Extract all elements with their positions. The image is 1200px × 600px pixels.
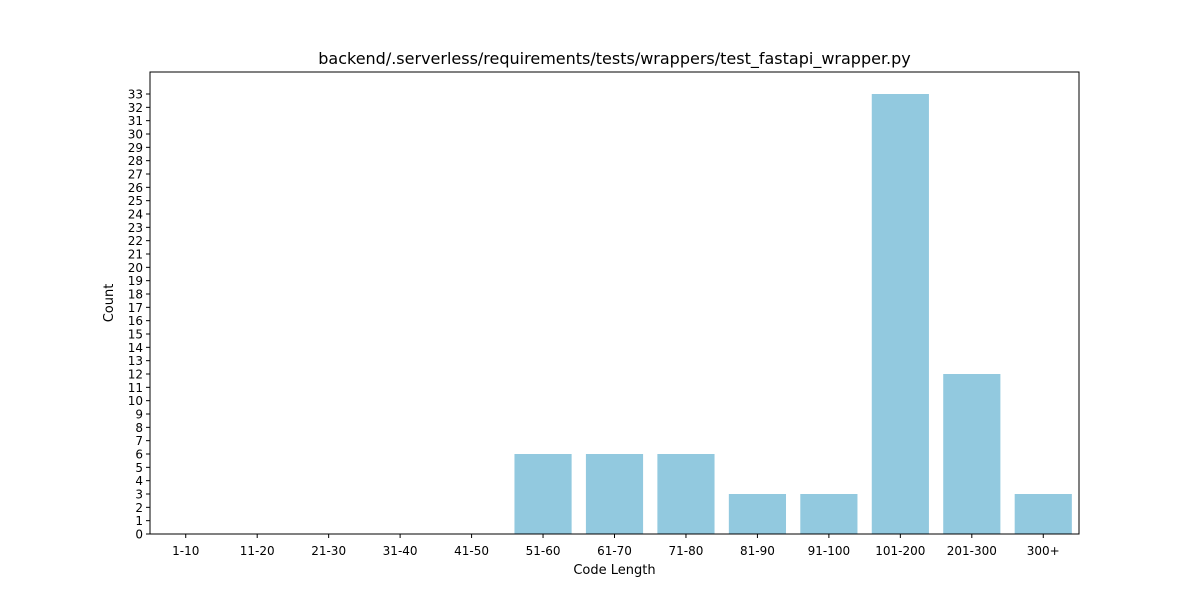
y-axis: 0123456789101112131415161718192021222324…: [128, 88, 150, 542]
y-tick-label: 26: [128, 181, 143, 195]
x-axis-label: Code Length: [573, 563, 655, 578]
chart-title: backend/.serverless/requirements/tests/w…: [318, 49, 911, 69]
x-tick-label: 201-300: [947, 544, 997, 558]
y-tick-label: 12: [128, 368, 143, 382]
y-tick-label: 2: [135, 501, 143, 515]
x-axis: 1-10 11-20 21-30 31-40 41-50 51-60 61-70 71-80 8…: [172, 534, 1060, 558]
y-tick-label: 27: [128, 168, 143, 182]
y-tick-label: 3: [135, 488, 143, 502]
x-tick-label: 1-10: [172, 544, 199, 558]
y-tick-label: 4: [135, 474, 143, 488]
y-tick-label: 13: [128, 354, 143, 368]
bar-51-60: [514, 454, 572, 534]
bar-71-80: [657, 454, 715, 534]
plot-frame: [149, 71, 1080, 535]
bar-81-90: [728, 494, 787, 534]
y-tick-label: 11: [128, 381, 143, 395]
y-tick-label: 7: [135, 434, 143, 448]
y-axis-label: Count: [102, 284, 117, 323]
y-tick-label: 15: [128, 328, 143, 342]
y-tick-label: 29: [128, 141, 143, 155]
y-tick-label: 33: [128, 88, 143, 102]
x-tick-label: 91-100: [808, 544, 851, 558]
bar-101-200: [871, 94, 929, 534]
y-tick-label: 30: [128, 128, 143, 142]
x-tick-label: 81-90: [740, 544, 775, 558]
y-tick-label: 6: [135, 448, 143, 462]
bar-300+: [1014, 494, 1072, 534]
bar-61-70: [585, 454, 644, 534]
bar-201-300: [943, 374, 1001, 534]
y-tick-label: 14: [128, 341, 143, 355]
bar-91-100: [800, 494, 858, 534]
y-tick-label: 9: [135, 408, 143, 422]
x-tick-label: 31-40: [383, 544, 418, 558]
y-tick-label: 0: [135, 528, 143, 542]
x-tick-label: 61-70: [597, 544, 632, 558]
y-tick-label: 10: [128, 394, 143, 408]
y-tick-label: 1: [135, 514, 143, 528]
x-tick-label: 41-50: [454, 544, 489, 558]
x-tick-label: 300+: [1027, 544, 1060, 558]
y-tick-label: 18: [128, 288, 143, 302]
y-tick-label: 19: [128, 274, 143, 288]
y-tick-label: 24: [128, 208, 143, 222]
y-tick-label: 20: [128, 261, 143, 275]
y-tick-label: 8: [135, 421, 143, 435]
y-tick-label: 5: [135, 461, 143, 475]
x-tick-label: 21-30: [311, 544, 346, 558]
y-tick-label: 22: [128, 234, 143, 248]
y-tick-label: 17: [128, 301, 143, 315]
x-tick-label: 51-60: [526, 544, 561, 558]
x-tick-label: 11-20: [240, 544, 275, 558]
bars-group: [514, 94, 1072, 534]
x-tick-label: 71-80: [669, 544, 704, 558]
y-tick-label: 28: [128, 154, 143, 168]
x-tick-label: 101-200: [875, 544, 925, 558]
y-tick-label: 23: [128, 221, 143, 235]
y-tick-label: 25: [128, 194, 143, 208]
y-tick-label: 32: [128, 101, 143, 115]
y-tick-label: 21: [128, 248, 143, 262]
y-tick-label: 16: [128, 314, 143, 328]
y-tick-label: 31: [128, 114, 143, 128]
